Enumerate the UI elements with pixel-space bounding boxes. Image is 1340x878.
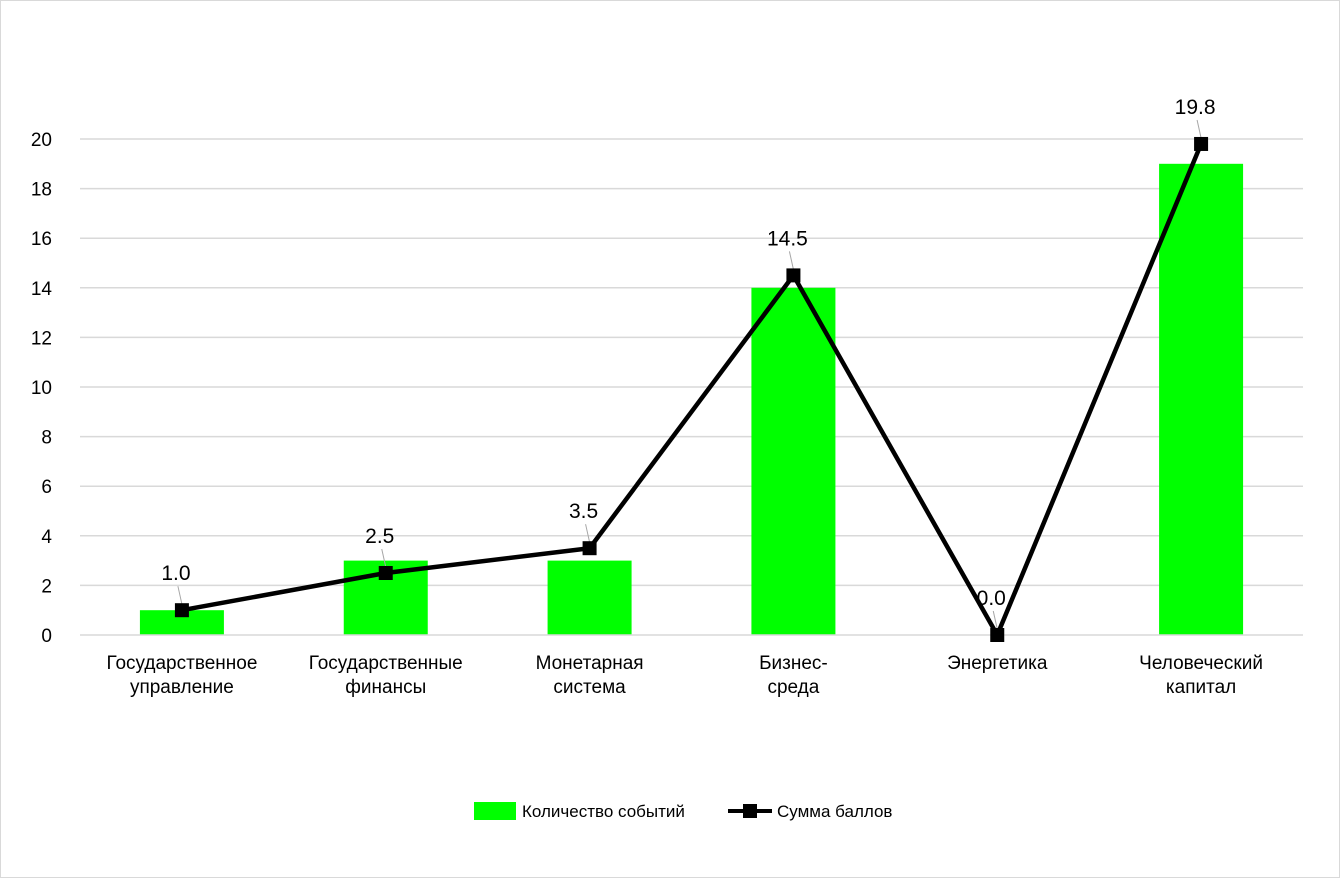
x-category-label: Монетарная система [536,653,644,698]
bar [1159,163,1244,636]
legend: Количество событий Сумма баллов [474,802,892,821]
x-category-label: Человеческий капитал [1139,653,1263,698]
line-marker [786,268,801,283]
data-label: 19.8 [1175,96,1216,119]
x-category-label-line: Бизнес- [759,653,828,674]
data-label-leader [992,610,998,630]
y-tick-label: 18 [31,180,52,201]
data-label: 2.5 [365,525,394,548]
data-label-leader [177,586,183,605]
line-marker [174,603,189,618]
bar [547,560,632,635]
y-tick-label: 2 [41,576,52,597]
data-label-leader [1196,119,1202,139]
bar-series [139,163,1244,636]
legend-label: Сумма баллов [777,802,892,821]
legend-label: Количество событий [522,802,685,821]
y-tick-label: 6 [41,477,52,498]
x-category-label: Государственные финансы [309,653,463,698]
bar [751,287,836,635]
y-tick-label: 8 [41,428,52,449]
data-label-leader [788,251,794,270]
legend-swatch-bar [474,802,516,820]
y-tick-label: 14 [31,279,53,300]
y-tick-label: 10 [31,378,52,399]
x-category-label-line: Государственные [309,653,463,674]
x-category-label: Государственное управление [106,653,257,698]
x-category-label-line: Энергетика [947,653,1048,674]
x-category-label: Бизнес-среда [759,653,828,698]
data-label: 0.0 [977,587,1006,610]
line-marker [990,628,1005,642]
y-tick-label: 16 [31,229,52,250]
line-marker [378,566,393,580]
x-category-label-line: система [553,677,626,698]
data-label-leader [381,548,387,568]
data-label: 14.5 [767,227,808,250]
y-tick-label: 12 [31,328,52,349]
x-category-label-line: Человеческий [1139,653,1263,674]
data-label: 1.0 [161,562,190,585]
gridlines [80,138,1303,587]
x-category-label: Энергетика [947,653,1048,674]
x-category-label-line: Монетарная [536,653,644,674]
line-series: 1.0 2.5 3.5 14.5 0.0 19.8 [161,96,1216,642]
line-marker [1194,136,1209,151]
y-tick-label: 20 [31,130,52,151]
x-category-label-line: управление [130,677,234,698]
series-line [181,143,1204,641]
x-category-label-line: Государственное [106,653,257,674]
data-label-leader [585,524,591,543]
y-tick-label: 0 [41,626,52,647]
y-tick-label: 4 [41,527,52,548]
y-axis-ticks: 0 2 4 6 8 10 12 14 16 18 20 [31,130,53,647]
line-marker [582,541,597,556]
data-label: 3.5 [569,500,598,523]
x-category-label-line: среда [767,677,819,698]
x-category-label-line: капитал [1166,677,1236,698]
x-category-label-line: финансы [345,677,426,698]
x-axis-categories: Государственное управление Государственные… [106,653,1263,698]
legend-swatch-marker [743,804,757,818]
